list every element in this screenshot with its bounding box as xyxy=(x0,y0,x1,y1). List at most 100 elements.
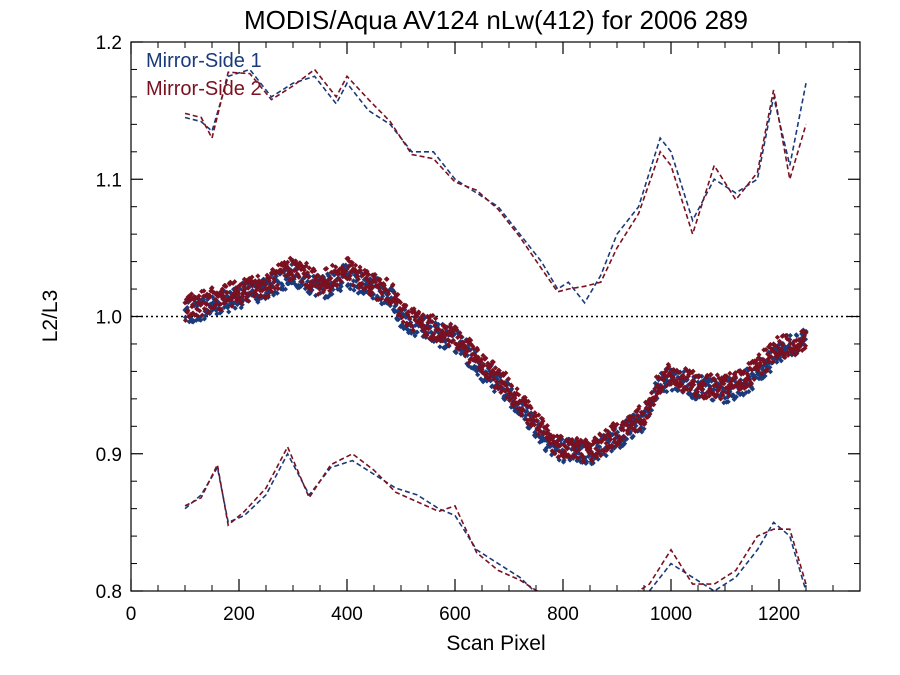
chart-title: MODIS/Aqua AV124 nLw(412) for 2006 289 xyxy=(244,5,748,35)
series-2-point xyxy=(575,455,581,461)
series-2-point xyxy=(637,426,643,432)
series-1-point xyxy=(413,322,419,328)
series-2-point xyxy=(290,275,297,281)
series-2-point xyxy=(569,439,575,445)
series-1-point xyxy=(338,283,344,290)
series-2-point xyxy=(638,417,644,423)
series-2-point xyxy=(621,434,627,440)
series-1-point xyxy=(641,426,647,432)
series-2-point xyxy=(272,285,278,291)
series-2-point xyxy=(502,388,508,394)
series-2-point xyxy=(674,367,680,373)
series-2-point xyxy=(199,288,205,294)
series-2-point xyxy=(379,296,385,302)
series-2-point xyxy=(338,278,344,284)
series-2-point xyxy=(747,365,753,371)
series-2-point xyxy=(258,281,264,287)
series-1-point xyxy=(743,389,749,396)
series-2-point xyxy=(492,365,499,371)
series-1-point xyxy=(226,309,232,315)
series-2-point xyxy=(487,374,493,380)
series-2-point xyxy=(618,437,624,443)
series-2-point xyxy=(199,312,205,318)
series-1-point xyxy=(337,288,344,294)
series-2-point xyxy=(238,281,244,287)
series-1-point xyxy=(539,432,546,438)
series-1-point xyxy=(352,283,358,289)
series-2-point xyxy=(285,265,291,271)
series-2-point xyxy=(677,376,683,382)
series-2-point xyxy=(562,450,568,456)
series-1-point xyxy=(695,379,701,385)
series-2-point xyxy=(478,359,484,365)
series-2-point xyxy=(763,347,769,353)
series-2-point xyxy=(536,427,542,433)
series-2-point xyxy=(336,276,342,282)
series-2-point xyxy=(252,278,258,284)
series-2-point xyxy=(676,370,682,376)
y-tick-label: 1.0 xyxy=(96,308,122,329)
series-2-point xyxy=(669,367,675,373)
series-2-point xyxy=(481,371,487,377)
series-2-point xyxy=(525,398,531,405)
series-2-point xyxy=(642,419,648,426)
series-2-point xyxy=(312,275,318,281)
series-1-point xyxy=(554,445,560,451)
series-2-point xyxy=(676,384,682,390)
series-1-point xyxy=(240,280,246,286)
series-1-point xyxy=(737,391,743,398)
series-2-point xyxy=(706,388,712,394)
series-1-point xyxy=(508,404,514,410)
series-2-point xyxy=(589,458,595,464)
series-2-point xyxy=(255,284,261,290)
series-2-point xyxy=(346,264,352,270)
series-1-point xyxy=(609,448,615,454)
series-2-point xyxy=(801,333,807,339)
series-1-point xyxy=(370,295,376,301)
series-2-point xyxy=(740,382,746,388)
series-2-point xyxy=(274,269,280,275)
series-1-point xyxy=(575,445,581,451)
series-2-point xyxy=(792,352,798,358)
series-1-point xyxy=(326,273,332,279)
series-1-point xyxy=(767,364,773,370)
series-2-point xyxy=(234,284,240,290)
series-1-point xyxy=(749,386,756,392)
series-2-point xyxy=(716,375,722,381)
series-2-point xyxy=(382,286,388,292)
series-1-point xyxy=(374,293,380,299)
x-tick-label: 0 xyxy=(126,604,137,625)
series-1-point xyxy=(533,432,539,438)
series-2-point xyxy=(249,283,256,289)
series-2-point xyxy=(345,255,351,261)
series-2-point xyxy=(656,374,662,380)
series-2-point xyxy=(645,414,651,420)
series-1-point xyxy=(772,347,778,353)
series-2-point xyxy=(561,448,567,454)
series-1-point xyxy=(801,341,807,347)
series-2-point xyxy=(765,351,771,357)
series-2-point xyxy=(744,371,750,377)
series-1-point xyxy=(387,303,393,309)
series-2-point xyxy=(355,276,361,282)
series-2-point xyxy=(605,428,611,434)
series-2-point xyxy=(394,300,400,306)
series-2-point xyxy=(786,337,792,343)
series-2-point xyxy=(787,340,793,346)
series-2-point xyxy=(784,333,790,339)
series-2-point xyxy=(489,361,495,367)
series-1-point xyxy=(489,383,495,389)
series-2-point xyxy=(187,297,193,303)
series-2-point xyxy=(253,287,259,293)
series-2-point xyxy=(764,366,770,372)
series-1-point xyxy=(282,286,288,292)
series-1-point xyxy=(561,457,567,463)
series-2-point xyxy=(559,451,566,457)
series-1-point xyxy=(722,395,728,401)
series-2-point xyxy=(372,272,378,278)
series-1-point xyxy=(375,275,381,281)
series-2-point xyxy=(624,422,630,428)
series-2-point xyxy=(762,360,768,366)
series-2-point xyxy=(361,286,367,292)
series-2-point xyxy=(441,334,447,340)
